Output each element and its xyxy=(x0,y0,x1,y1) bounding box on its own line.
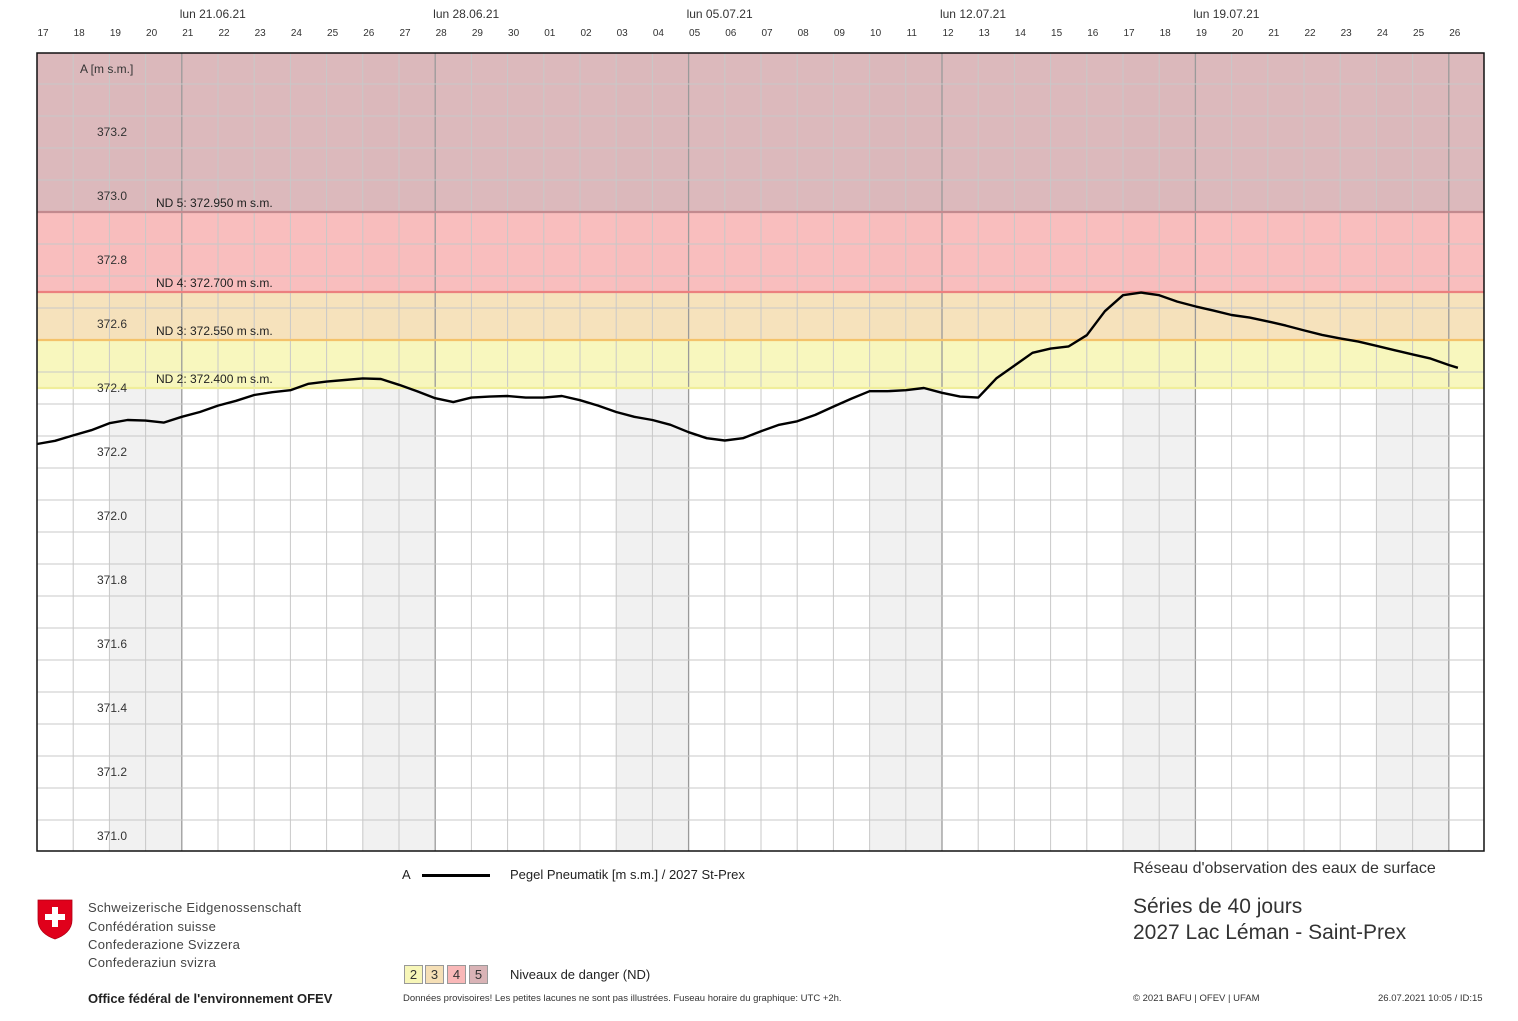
level-chart: ND 2: 372.400 m s.m. ND 3: 372.550 m s.m.… xyxy=(36,7,1485,852)
grid-lines xyxy=(37,53,1484,851)
danger-box-4: 4 xyxy=(447,965,466,984)
x-day-label: 23 xyxy=(1341,28,1353,39)
x-day-label: 01 xyxy=(544,28,556,39)
x-day-label: 04 xyxy=(653,28,665,39)
y-tick-label: 373.0 xyxy=(97,189,127,203)
x-day-label: 20 xyxy=(146,28,158,39)
x-week-label: lun 12.07.21 xyxy=(940,7,1006,21)
y-tick-label: 372.0 xyxy=(97,509,127,523)
x-day-label: 24 xyxy=(1377,28,1389,39)
threshold-label-nd5: ND 5: 372.950 m s.m. xyxy=(156,196,273,210)
x-day-label: 19 xyxy=(1196,28,1208,39)
danger-box-3: 3 xyxy=(425,965,444,984)
x-day-label: 26 xyxy=(363,28,375,39)
y-tick-label: 372.6 xyxy=(97,317,127,331)
x-day-label: 27 xyxy=(399,28,411,39)
y-tick-label: 372.4 xyxy=(97,381,127,395)
x-day-label: 11 xyxy=(907,28,918,39)
x-day-label: 10 xyxy=(870,28,882,39)
x-day-label: 19 xyxy=(110,28,122,39)
plot-frame xyxy=(36,52,1485,852)
threshold-label-nd2: ND 2: 372.400 m s.m. xyxy=(156,372,273,386)
series-title: Séries de 40 jours xyxy=(1133,895,1303,918)
x-day-label: 26 xyxy=(1449,28,1461,39)
danger-levels-label: Niveaux de danger (ND) xyxy=(510,967,651,982)
swiss-coat-of-arms-icon xyxy=(37,899,73,940)
x-day-label: 22 xyxy=(1304,28,1316,39)
x-week-label: lun 05.07.21 xyxy=(687,7,753,21)
x-day-label: 22 xyxy=(218,28,230,39)
y-tick-label: 372.2 xyxy=(97,445,127,459)
x-day-label: 17 xyxy=(1123,28,1135,39)
x-day-label: 15 xyxy=(1051,28,1063,39)
y-tick-label: 371.8 xyxy=(97,573,127,587)
copyright: © 2021 BAFU | OFEV | UFAM xyxy=(1133,993,1260,1004)
y-tick-label: 371.0 xyxy=(97,829,127,843)
y-tick-label: 373.2 xyxy=(97,125,127,139)
threshold-label-nd4: ND 4: 372.700 m s.m. xyxy=(156,276,273,290)
series-line-0 xyxy=(36,291,1459,446)
x-day-label: 03 xyxy=(617,28,629,39)
x-day-label: 08 xyxy=(798,28,810,39)
x-day-label: 12 xyxy=(942,28,954,39)
x-day-label: 20 xyxy=(1232,28,1244,39)
y-tick-label: 371.2 xyxy=(97,765,127,779)
x-day-label: 02 xyxy=(580,28,592,39)
x-day-label: 30 xyxy=(508,28,520,39)
danger-box-2: 2 xyxy=(404,965,423,984)
x-day-label: 25 xyxy=(327,28,339,39)
x-day-label: 17 xyxy=(37,28,49,39)
confederation-line-rm: Confederaziun svizra xyxy=(88,955,217,970)
x-day-label: 24 xyxy=(291,28,303,39)
confederation-line-de: Schweizerische Eidgenossenschaft xyxy=(88,900,302,915)
x-day-label: 29 xyxy=(472,28,484,39)
x-day-label: 14 xyxy=(1015,28,1027,39)
office-name: Office fédéral de l'environnement OFEV xyxy=(88,991,333,1006)
danger-threshold-lines: ND 2: 372.400 m s.m. ND 3: 372.550 m s.m.… xyxy=(37,196,1484,390)
x-week-label: lun 21.06.21 xyxy=(180,7,246,21)
confederation-line-fr: Confédération suisse xyxy=(88,919,217,934)
x-day-label: 06 xyxy=(725,28,737,39)
confederation-line-it: Confederazione Svizzera xyxy=(88,937,241,952)
x-day-label: 18 xyxy=(74,28,86,39)
legend-series-label: Pegel Pneumatik [m s.m.] / 2027 St-Prex xyxy=(510,867,745,882)
danger-box-5: 5 xyxy=(469,965,488,984)
x-day-label: 21 xyxy=(1268,28,1280,39)
timestamp: 26.07.2021 10:05 / ID:15 xyxy=(1378,993,1483,1004)
axis-labels: A [m s.m.] 373.2 373.0 372.8 372.6 372.4 372.2… xyxy=(37,7,1460,843)
x-day-label: 13 xyxy=(979,28,991,39)
x-day-label: 05 xyxy=(689,28,701,39)
legend-axis-letter: A xyxy=(402,867,411,882)
x-day-label: 23 xyxy=(255,28,267,39)
x-day-label: 28 xyxy=(436,28,448,39)
x-week-label: lun 28.06.21 xyxy=(433,7,499,21)
x-week-label: lun 19.07.21 xyxy=(1193,7,1259,21)
y-tick-label: 372.8 xyxy=(97,253,127,267)
disclaimer: Données provisoires! Les petites lacunes… xyxy=(403,993,842,1004)
y-axis-label: A [m s.m.] xyxy=(80,62,133,76)
x-day-label: 21 xyxy=(182,28,194,39)
network-title: Réseau d'observation des eaux de surface xyxy=(1133,860,1436,877)
station-title: 2027 Lac Léman - Saint-Prex xyxy=(1133,921,1407,944)
x-day-label: 25 xyxy=(1413,28,1425,39)
y-tick-label: 371.4 xyxy=(97,701,127,715)
x-day-label: 18 xyxy=(1160,28,1172,39)
x-day-label: 16 xyxy=(1087,28,1099,39)
legend-series-line xyxy=(422,874,490,877)
x-day-label: 07 xyxy=(761,28,773,39)
threshold-label-nd3: ND 3: 372.550 m s.m. xyxy=(156,324,273,338)
y-tick-label: 371.6 xyxy=(97,637,127,651)
x-day-label: 09 xyxy=(834,28,846,39)
series-lines xyxy=(36,291,1459,446)
